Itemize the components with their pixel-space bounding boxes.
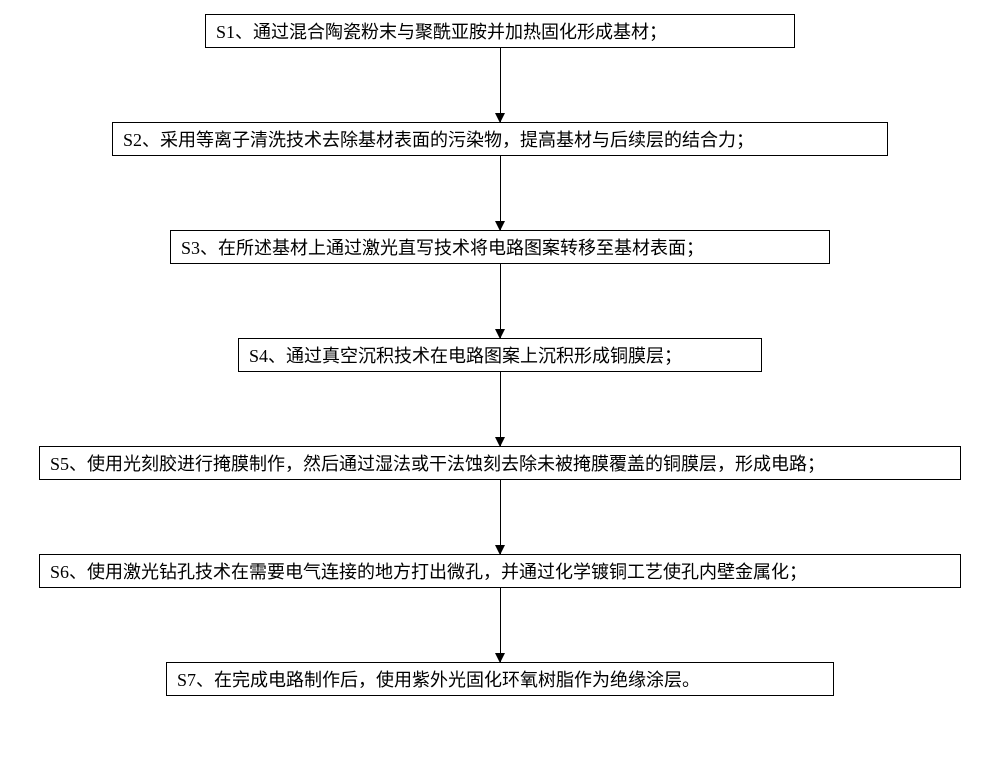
flow-arrow [500,372,501,446]
flow-arrow [500,48,501,122]
flow-node-label: S6、使用激光钻孔技术在需要电气连接的地方打出微孔，并通过化学镀铜工艺使孔内壁金… [50,558,807,584]
flow-node-s3: S3、在所述基材上通过激光直写技术将电路图案转移至基材表面； [170,230,830,264]
flow-node-label: S7、在完成电路制作后，使用紫外光固化环氧树脂作为绝缘涂层。 [177,666,700,692]
flow-node-label: S1、通过混合陶瓷粉末与聚酰亚胺并加热固化形成基材； [216,18,667,44]
flow-node-s4: S4、通过真空沉积技术在电路图案上沉积形成铜膜层； [238,338,762,372]
flow-node-s1: S1、通过混合陶瓷粉末与聚酰亚胺并加热固化形成基材； [205,14,795,48]
flow-node-label: S5、使用光刻胶进行掩膜制作，然后通过湿法或干法蚀刻去除未被掩膜覆盖的铜膜层，形… [50,450,825,476]
flow-node-label: S3、在所述基材上通过激光直写技术将电路图案转移至基材表面； [181,234,704,260]
flow-arrow [500,588,501,662]
canvas: S1、通过混合陶瓷粉末与聚酰亚胺并加热固化形成基材； S2、采用等离子清洗技术去除… [0,0,1000,773]
flow-node-s6: S6、使用激光钻孔技术在需要电气连接的地方打出微孔，并通过化学镀铜工艺使孔内壁金… [39,554,961,588]
flow-arrow [500,480,501,554]
flow-arrow [500,264,501,338]
flow-node-label: S2、采用等离子清洗技术去除基材表面的污染物，提高基材与后续层的结合力； [123,126,754,152]
flow-node-s2: S2、采用等离子清洗技术去除基材表面的污染物，提高基材与后续层的结合力； [112,122,888,156]
flowchart: S1、通过混合陶瓷粉末与聚酰亚胺并加热固化形成基材； S2、采用等离子清洗技术去除… [0,14,1000,696]
flow-node-s7: S7、在完成电路制作后，使用紫外光固化环氧树脂作为绝缘涂层。 [166,662,834,696]
flow-arrow [500,156,501,230]
flow-node-label: S4、通过真空沉积技术在电路图案上沉积形成铜膜层； [249,342,682,368]
flow-node-s5: S5、使用光刻胶进行掩膜制作，然后通过湿法或干法蚀刻去除未被掩膜覆盖的铜膜层，形… [39,446,961,480]
